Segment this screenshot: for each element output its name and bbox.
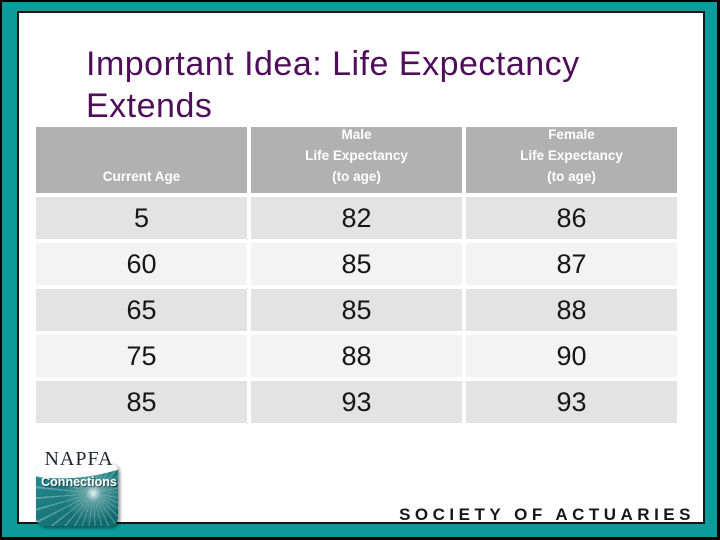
connections-logo-text: Connections [41, 475, 117, 489]
table-cell-female: 88 [466, 289, 677, 331]
header-cell-current-age: Current Age [36, 127, 247, 193]
slide-title-line1: Important Idea: Life Expectancy [86, 45, 580, 83]
napfa-logo-text: NAPFA [44, 448, 114, 470]
table-cell-age: 85 [36, 381, 247, 423]
napfa-logo-box [36, 463, 118, 526]
table-cell-male: 93 [251, 381, 462, 423]
table-cell-male: 88 [251, 335, 462, 377]
table-cell-female: 86 [466, 197, 677, 239]
table-cell-age: 5 [36, 197, 247, 239]
life-expectancy-table: Current Age Male Life Expectancy (to age… [36, 127, 677, 423]
header-cell-male: Male Life Expectancy (to age) [251, 127, 462, 193]
table-cell-male: 85 [251, 289, 462, 331]
table-cell-female: 93 [466, 381, 677, 423]
slide-title-line2: Extends [86, 87, 213, 125]
table-cell-age: 65 [36, 289, 247, 331]
society-of-actuaries-wordmark: SOCIETY OF ACTUARIES [399, 505, 695, 524]
table-cell-male: 82 [251, 197, 462, 239]
napfa-connections-logo: NAPFA Connections [36, 448, 122, 530]
header-cell-female: Female Life Expectancy (to age) [466, 127, 677, 193]
table-cell-male: 85 [251, 243, 462, 285]
slide-title: Important Idea: Life Expectancy Extends [86, 43, 666, 127]
table-cell-age: 75 [36, 335, 247, 377]
table-cell-female: 87 [466, 243, 677, 285]
table-cell-female: 90 [466, 335, 677, 377]
table-cell-age: 60 [36, 243, 247, 285]
slide-content-panel: Important Idea: Life Expectancy Extends … [17, 11, 705, 526]
